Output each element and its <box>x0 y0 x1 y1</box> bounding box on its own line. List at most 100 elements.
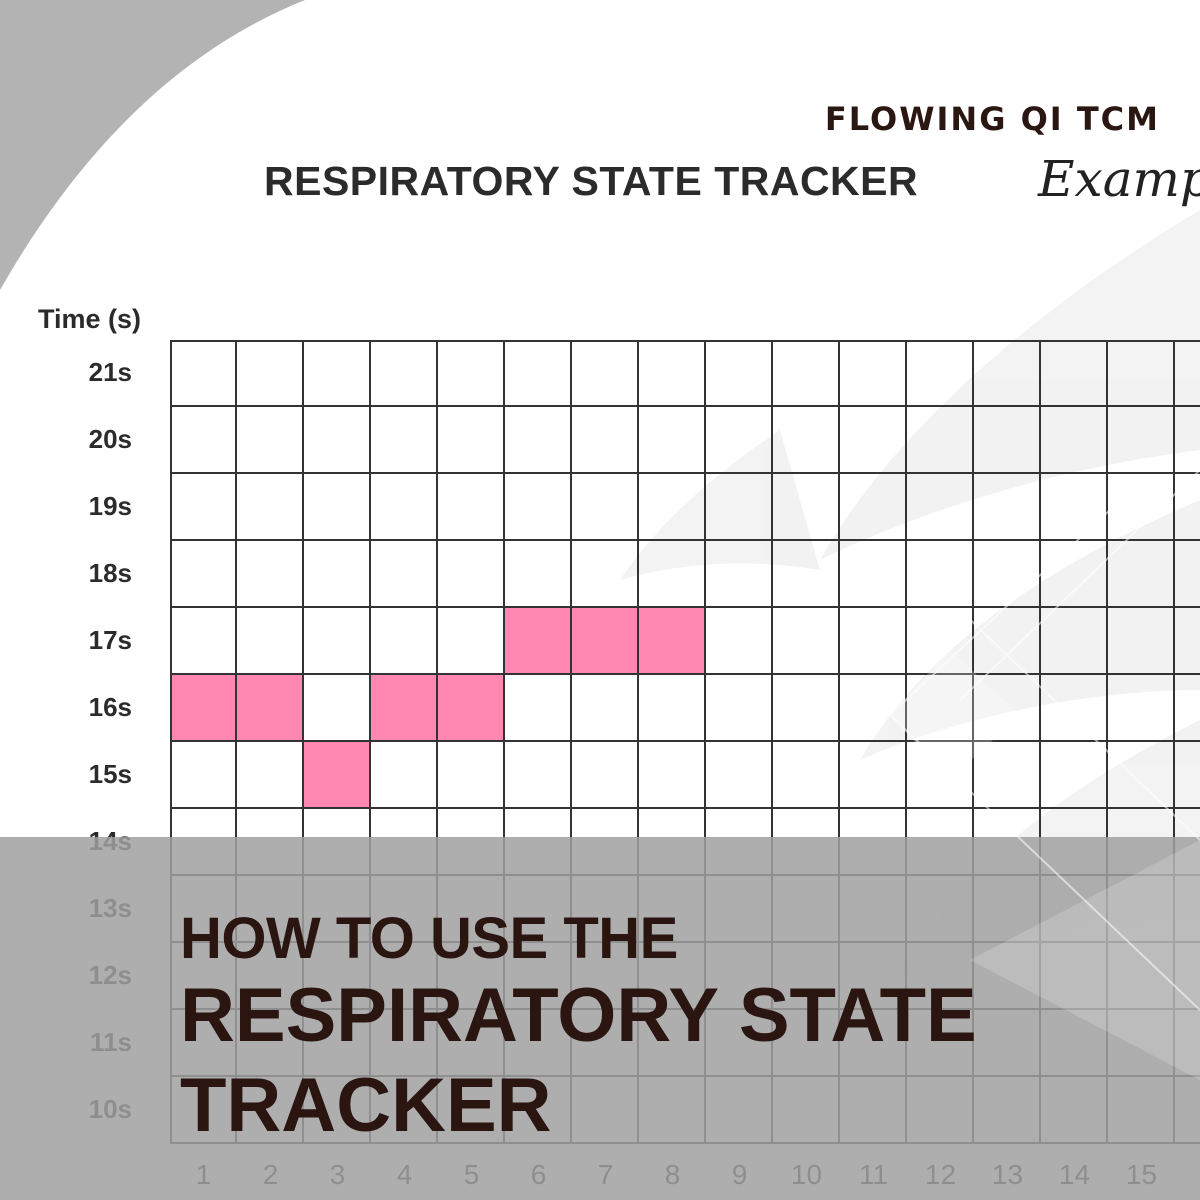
tracker-cell <box>639 541 706 608</box>
tracker-cell-marked <box>371 675 438 742</box>
tracker-cell <box>1108 474 1175 541</box>
tracker-cell <box>1041 474 1108 541</box>
tracker-cell <box>974 407 1041 474</box>
row-label: 16s <box>88 692 132 722</box>
tracker-cell <box>304 541 371 608</box>
tracker-cell <box>438 474 505 541</box>
tracker-cell <box>773 675 840 742</box>
tracker-cell <box>974 541 1041 608</box>
headline-intro: HOW TO USE THE <box>180 906 678 971</box>
tracker-cell <box>1108 340 1175 407</box>
tracker-cell <box>237 608 304 675</box>
tracker-cell <box>170 407 237 474</box>
tracker-cell <box>170 474 237 541</box>
tracker-cell <box>706 340 773 407</box>
tracker-cell-marked <box>505 608 572 675</box>
tracker-cell <box>840 340 907 407</box>
tracker-cell <box>974 675 1041 742</box>
tracker-cell <box>773 742 840 809</box>
tracker-cell <box>706 474 773 541</box>
tracker-cell <box>237 541 304 608</box>
tracker-cell <box>840 474 907 541</box>
tracker-cell <box>773 608 840 675</box>
tracker-cell <box>438 407 505 474</box>
tracker-cell <box>572 742 639 809</box>
tracker-cell <box>1175 407 1200 474</box>
tracker-cell-marked <box>237 675 304 742</box>
tracker-cell <box>773 340 840 407</box>
y-axis-label: Time (s) <box>38 304 142 334</box>
tracker-cell <box>237 742 304 809</box>
tracker-cell <box>237 407 304 474</box>
row-label: 18s <box>88 558 132 588</box>
tracker-cell <box>840 407 907 474</box>
tracker-cell <box>907 474 974 541</box>
tracker-cell <box>773 474 840 541</box>
tracker-cell <box>974 742 1041 809</box>
tracker-cell <box>572 407 639 474</box>
row-label: 21s <box>88 357 132 387</box>
tracker-cell <box>1041 407 1108 474</box>
tracker-cell <box>371 407 438 474</box>
tracker-cell <box>371 340 438 407</box>
tracker-cell <box>572 541 639 608</box>
tracker-cell <box>505 407 572 474</box>
tracker-cell <box>907 340 974 407</box>
tracker-cell <box>304 675 371 742</box>
tracker-cell <box>773 541 840 608</box>
row-label: 17s <box>88 625 132 655</box>
row-label: 19s <box>88 491 132 521</box>
tracker-cell <box>371 742 438 809</box>
brand-name: FLOWING QI TCM <box>824 100 1160 138</box>
tracker-cell <box>304 407 371 474</box>
tracker-cell <box>304 608 371 675</box>
tracker-cell <box>773 407 840 474</box>
tracker-cell <box>907 608 974 675</box>
headline-title-line1: RESPIRATORY STATE <box>180 973 977 1058</box>
tracker-cell <box>1041 675 1108 742</box>
document-example-label: Exampl <box>1038 150 1200 208</box>
tracker-cell <box>438 608 505 675</box>
tracker-cell <box>639 675 706 742</box>
tracker-cell <box>1108 608 1175 675</box>
tracker-cell <box>1108 742 1175 809</box>
tracker-cell <box>304 340 371 407</box>
tracker-cell <box>237 340 304 407</box>
tracker-cell <box>170 541 237 608</box>
tracker-cell <box>572 474 639 541</box>
tracker-cell <box>840 742 907 809</box>
tracker-cell <box>1175 340 1200 407</box>
tracker-cell <box>974 340 1041 407</box>
tracker-cell-marked <box>572 608 639 675</box>
tracker-cell <box>505 675 572 742</box>
tracker-cell <box>170 742 237 809</box>
tracker-cell <box>170 608 237 675</box>
tracker-cell <box>840 675 907 742</box>
tracker-cell <box>572 340 639 407</box>
tracker-cell <box>639 474 706 541</box>
headline-title-line2: TRACKER <box>180 1063 552 1148</box>
tracker-cell <box>1108 407 1175 474</box>
tracker-cell-marked <box>170 675 237 742</box>
tracker-cell <box>572 675 639 742</box>
tracker-cell <box>974 474 1041 541</box>
tracker-cell <box>639 340 706 407</box>
tracker-cell <box>505 340 572 407</box>
tracker-cell <box>1041 541 1108 608</box>
tracker-cell <box>907 541 974 608</box>
tracker-cell <box>1175 541 1200 608</box>
tracker-cell <box>639 742 706 809</box>
tracker-cell <box>505 541 572 608</box>
tracker-cell <box>706 407 773 474</box>
tracker-cell <box>371 474 438 541</box>
tracker-cell <box>639 407 706 474</box>
tracker-cell <box>1175 675 1200 742</box>
tracker-cell <box>438 742 505 809</box>
tracker-cell <box>371 541 438 608</box>
row-label: 20s <box>88 424 132 454</box>
tracker-cell <box>505 742 572 809</box>
tracker-cell <box>840 608 907 675</box>
tracker-cell <box>505 474 572 541</box>
